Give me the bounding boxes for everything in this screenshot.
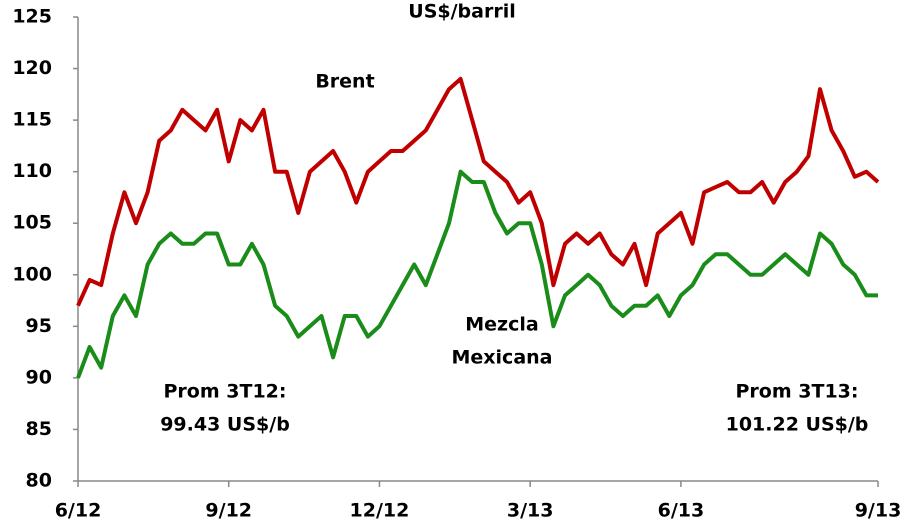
y-tick-label: 95: [26, 315, 52, 337]
x-tick-label: 9/12: [205, 500, 252, 522]
x-tick-label: 9/13: [855, 500, 902, 522]
series-line: [76, 169, 878, 379]
annotation: Mezcla: [465, 314, 538, 336]
y-tick-label: 80: [26, 470, 52, 492]
y-tick-label: 115: [12, 109, 52, 131]
y-tick-label: 100: [12, 263, 52, 285]
x-tick-label: 6/13: [658, 500, 705, 522]
annotation: Prom 3T12:: [164, 381, 287, 403]
y-tick-label: 105: [12, 212, 52, 234]
x-tick-label: 6/12: [55, 500, 102, 522]
annotation: Mexicana: [452, 347, 553, 369]
y-tick-label: 90: [26, 366, 52, 388]
annotation: Prom 3T13:: [736, 381, 859, 403]
y-tick-label: 110: [12, 160, 52, 182]
annotation: Brent: [315, 71, 374, 93]
y-tick-label: 120: [12, 57, 52, 79]
chart-title: US$/barril: [408, 1, 515, 23]
y-tick-label: 125: [12, 6, 52, 28]
annotation: 99.43 US$/b: [160, 414, 290, 436]
y-tick-label: 85: [26, 418, 52, 440]
annotation: 101.22 US$/b: [726, 414, 869, 436]
series-line: [76, 76, 880, 307]
x-tick-label: 3/13: [507, 500, 554, 522]
x-tick-label: 12/12: [350, 500, 410, 522]
